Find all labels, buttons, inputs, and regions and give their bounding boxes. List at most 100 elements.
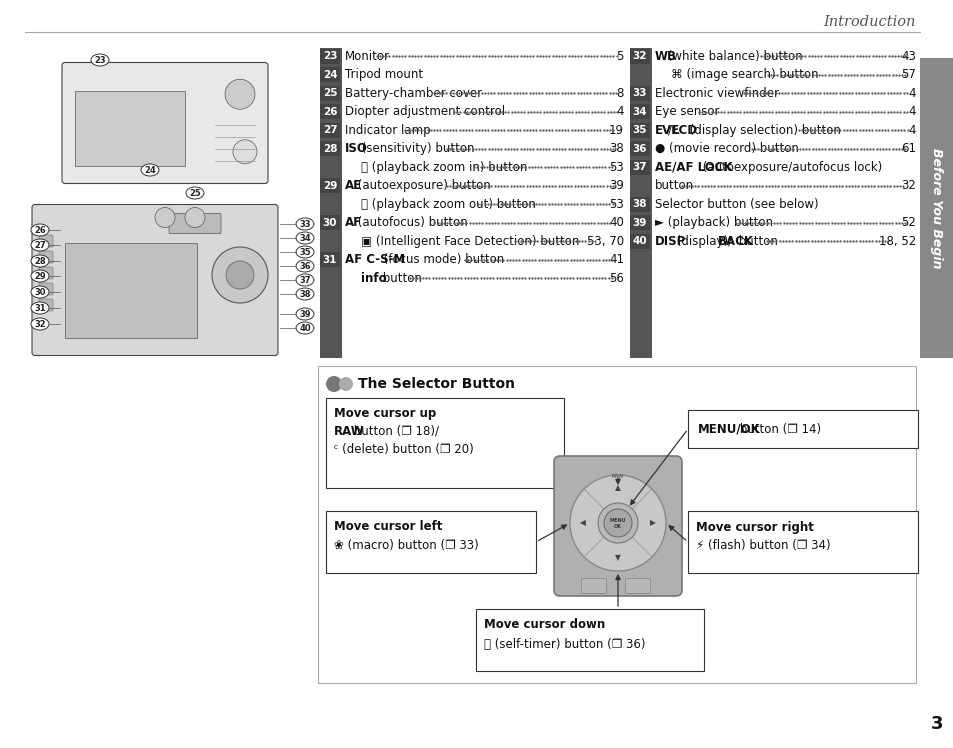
Text: DISP: DISP: [655, 235, 685, 248]
Text: ▲: ▲: [615, 483, 620, 492]
Text: ► (playback) button: ► (playback) button: [655, 216, 772, 229]
FancyBboxPatch shape: [326, 511, 536, 573]
Text: ⌕ (playback zoom in) button: ⌕ (playback zoom in) button: [360, 161, 527, 174]
Circle shape: [185, 207, 205, 227]
FancyBboxPatch shape: [629, 215, 649, 230]
Text: ⚡ (flash) button (❐ 34): ⚡ (flash) button (❐ 34): [696, 539, 830, 553]
Text: button (❐ 14): button (❐ 14): [736, 423, 821, 435]
Text: 27: 27: [34, 241, 46, 250]
Text: LCD: LCD: [672, 123, 698, 136]
FancyBboxPatch shape: [581, 578, 606, 593]
Text: Eye sensor: Eye sensor: [655, 105, 719, 118]
Text: (display selection) button: (display selection) button: [685, 123, 840, 136]
Text: EVF: EVF: [655, 123, 679, 136]
Text: Move cursor down: Move cursor down: [483, 619, 604, 631]
Text: Selector button (see below): Selector button (see below): [655, 197, 818, 210]
Ellipse shape: [295, 246, 314, 258]
Text: ▶: ▶: [649, 518, 656, 527]
Text: (autoexposure/autofocus lock): (autoexposure/autofocus lock): [699, 161, 882, 174]
Circle shape: [326, 376, 341, 392]
Text: Before You Begin: Before You Begin: [929, 148, 943, 269]
Text: 53: 53: [609, 161, 623, 174]
Text: 28: 28: [34, 257, 46, 266]
Circle shape: [154, 207, 174, 227]
Text: 31: 31: [34, 304, 46, 313]
Text: MENU/OK: MENU/OK: [698, 423, 760, 435]
FancyBboxPatch shape: [39, 235, 53, 247]
Text: 40: 40: [299, 323, 311, 333]
FancyBboxPatch shape: [554, 456, 681, 596]
Text: AF: AF: [345, 216, 362, 229]
Text: 35: 35: [632, 125, 646, 135]
Text: 3: 3: [930, 715, 943, 733]
Text: Move cursor right: Move cursor right: [696, 521, 813, 533]
FancyBboxPatch shape: [687, 410, 917, 448]
Text: /: /: [667, 123, 672, 136]
Text: ⌘ (image search) button: ⌘ (image search) button: [670, 68, 818, 81]
FancyBboxPatch shape: [629, 49, 649, 64]
Ellipse shape: [91, 54, 109, 66]
Text: 35: 35: [299, 248, 311, 257]
Text: RAW: RAW: [334, 425, 364, 438]
Text: 53, 70: 53, 70: [586, 235, 623, 248]
Text: button: button: [655, 179, 694, 192]
Text: (focus mode) button: (focus mode) button: [380, 253, 504, 266]
Text: BACK: BACK: [717, 235, 753, 248]
Text: OK: OK: [614, 524, 621, 529]
Text: 36: 36: [299, 262, 311, 271]
Text: 61: 61: [900, 142, 915, 155]
FancyBboxPatch shape: [39, 283, 53, 295]
Text: Move cursor left: Move cursor left: [334, 521, 442, 533]
Text: button (❐ 18)/: button (❐ 18)/: [349, 425, 438, 438]
Circle shape: [338, 377, 353, 391]
Text: 23: 23: [322, 51, 337, 61]
Circle shape: [212, 247, 268, 303]
Text: RAW: RAW: [611, 473, 623, 479]
Text: (white balance) button: (white balance) button: [663, 49, 801, 63]
Ellipse shape: [30, 255, 49, 267]
Ellipse shape: [295, 232, 314, 244]
Text: 32: 32: [34, 319, 46, 328]
Text: 29: 29: [322, 180, 336, 191]
Text: 19: 19: [608, 123, 623, 136]
Text: WB: WB: [655, 49, 677, 63]
Text: 31: 31: [322, 254, 337, 265]
FancyBboxPatch shape: [39, 251, 53, 263]
Circle shape: [225, 79, 254, 109]
Text: 30: 30: [322, 218, 337, 227]
Text: ⌕ (playback zoom out) button: ⌕ (playback zoom out) button: [360, 197, 536, 210]
Text: 30: 30: [34, 287, 46, 296]
Text: 39: 39: [608, 179, 623, 192]
Ellipse shape: [30, 270, 49, 282]
Circle shape: [603, 509, 631, 537]
Ellipse shape: [295, 322, 314, 334]
Text: 25: 25: [322, 88, 337, 98]
FancyBboxPatch shape: [62, 63, 268, 183]
Text: 4: 4: [907, 87, 915, 99]
Text: 34: 34: [299, 233, 311, 242]
FancyBboxPatch shape: [629, 104, 649, 119]
FancyBboxPatch shape: [317, 366, 915, 683]
FancyBboxPatch shape: [319, 252, 339, 267]
Text: 36: 36: [632, 144, 646, 153]
FancyBboxPatch shape: [39, 299, 53, 311]
Text: 26: 26: [322, 106, 337, 117]
Ellipse shape: [30, 224, 49, 236]
Bar: [319, 48, 341, 358]
Text: (display)/: (display)/: [672, 235, 731, 248]
Text: button: button: [378, 272, 421, 284]
Text: 38: 38: [299, 289, 311, 298]
Text: 38: 38: [632, 199, 646, 209]
Ellipse shape: [295, 274, 314, 286]
Text: ▣ (Intelligent Face Detection) button: ▣ (Intelligent Face Detection) button: [360, 235, 578, 248]
FancyBboxPatch shape: [319, 123, 339, 138]
Text: (autofocus) button: (autofocus) button: [354, 216, 467, 229]
FancyBboxPatch shape: [326, 398, 563, 488]
Text: Introduction: Introduction: [822, 15, 915, 29]
Text: 56: 56: [608, 272, 623, 284]
Text: Indicator lamp: Indicator lamp: [345, 123, 430, 136]
Text: 52: 52: [901, 216, 915, 229]
Text: 28: 28: [322, 144, 337, 153]
Text: Move cursor up: Move cursor up: [334, 406, 436, 420]
Bar: [919, 58, 953, 358]
